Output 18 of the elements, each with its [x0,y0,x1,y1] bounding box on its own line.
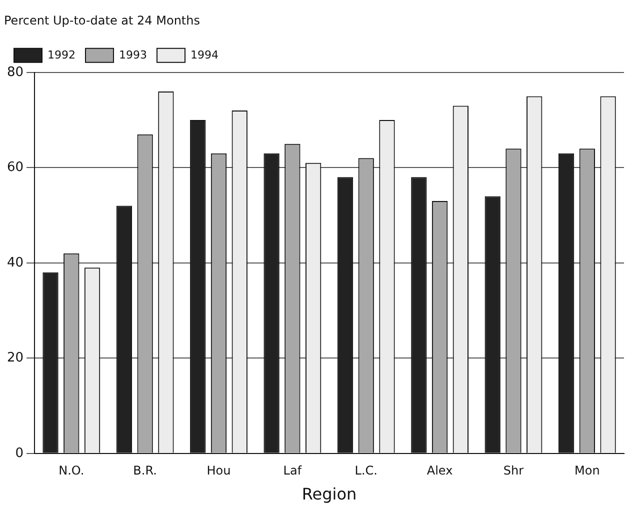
y-tick-label: 60 [6,160,24,176]
y-tick-label: 40 [6,255,24,270]
y-tick-label: 0 [15,446,24,461]
x-axis-title: Region [302,484,357,504]
x-tick-label: Hou [206,464,231,478]
x-tick-label: Alex [426,464,453,478]
chart-title: Percent Up-to-date at 24 Months [4,13,200,28]
y-tick-label: 20 [6,350,24,366]
x-tick-label: Shr [503,464,524,478]
y-tick-label: 80 [6,64,24,80]
x-tick-label: Laf [283,464,302,478]
legend-label: 1993 [118,48,147,62]
x-tick-label: N.O. [58,464,84,478]
x-tick-label: Mon [574,464,600,478]
x-tick-label: B.R. [133,464,157,478]
legend-label: 1992 [48,48,76,62]
legend-label: 1994 [190,48,218,62]
x-tick-label: L.C. [354,464,378,478]
